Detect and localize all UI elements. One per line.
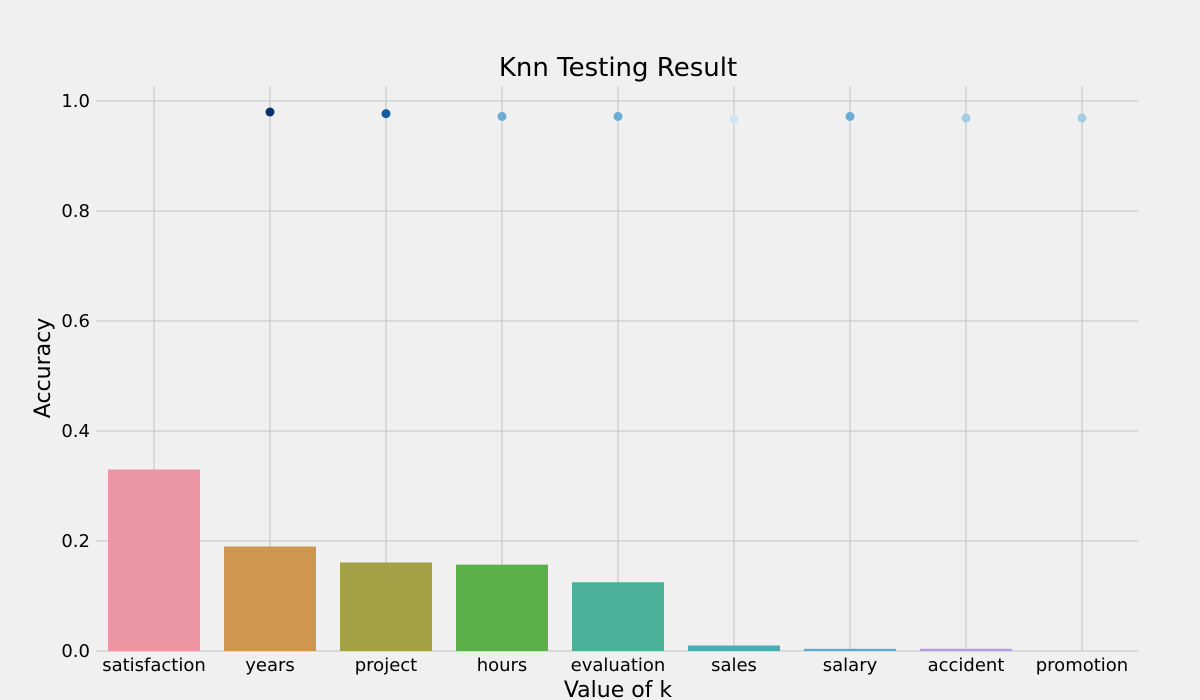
x-tick-label: accident bbox=[928, 655, 1005, 676]
x-tick-label: sales bbox=[711, 655, 757, 676]
y-tick-label: 0.8 bbox=[61, 201, 90, 222]
grid bbox=[96, 86, 1138, 652]
x-tick-label: years bbox=[245, 655, 295, 676]
bar-sales bbox=[688, 645, 780, 651]
point-salary bbox=[845, 111, 855, 121]
point-hours bbox=[497, 111, 507, 121]
bar-accident bbox=[920, 648, 1012, 651]
y-axis-label: Accuracy bbox=[31, 318, 56, 418]
point-accident bbox=[961, 113, 971, 123]
point-sales bbox=[729, 114, 739, 124]
point-project bbox=[381, 109, 391, 119]
bar-salary bbox=[804, 648, 896, 651]
y-tick-label: 0.0 bbox=[61, 641, 90, 662]
bar-hours bbox=[456, 564, 548, 651]
x-tick-labels: satisfaction years project hours evaluation s… bbox=[102, 655, 1128, 676]
points bbox=[265, 107, 1087, 124]
bar-years bbox=[224, 546, 316, 651]
x-tick-label: project bbox=[355, 655, 417, 676]
chart-title: Knn Testing Result bbox=[499, 53, 737, 83]
x-tick-label: satisfaction bbox=[102, 655, 206, 676]
bar-evaluation bbox=[572, 582, 664, 651]
y-tick-label: 0.6 bbox=[61, 311, 90, 332]
y-tick-label: 0.2 bbox=[61, 531, 90, 552]
x-tick-label: hours bbox=[477, 655, 528, 676]
x-tick-label: evaluation bbox=[571, 655, 666, 676]
bars bbox=[108, 469, 1012, 651]
x-tick-label: promotion bbox=[1036, 655, 1128, 676]
point-promotion bbox=[1077, 113, 1087, 123]
y-tick-label: 0.4 bbox=[61, 421, 90, 442]
x-axis-label: Value of k bbox=[564, 678, 673, 700]
bar-satisfaction bbox=[108, 469, 200, 651]
x-tick-label: salary bbox=[823, 655, 878, 676]
y-tick-label: 1.0 bbox=[61, 91, 90, 112]
y-tick-labels: 0.0 0.2 0.4 0.6 0.8 1.0 bbox=[61, 91, 90, 662]
point-evaluation bbox=[613, 111, 623, 121]
bar-project bbox=[340, 562, 432, 651]
point-years bbox=[265, 107, 275, 117]
